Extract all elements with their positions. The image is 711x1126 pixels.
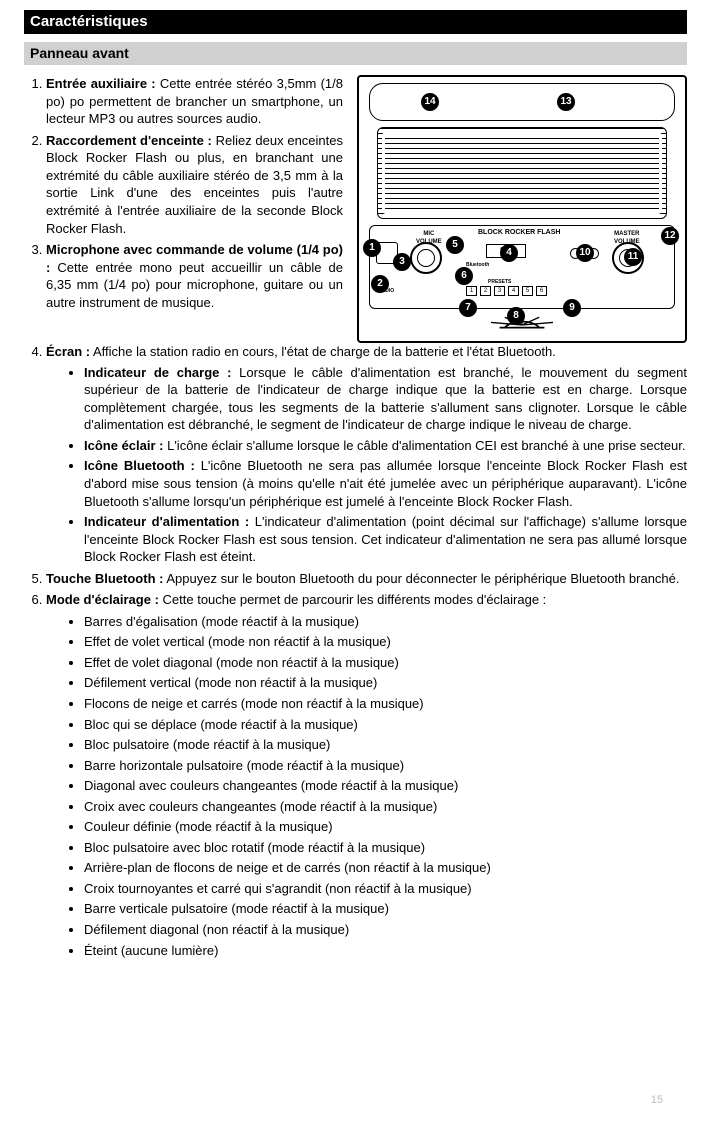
lighting-mode-item: Effet de volet diagonal (mode non réacti… [84, 654, 687, 672]
lighting-mode-item: Bloc qui se déplace (mode réactif à la m… [84, 716, 687, 734]
badge-7: 7 [459, 299, 477, 317]
lighting-mode-item: Diagonal avec couleurs changeantes (mode… [84, 777, 687, 795]
subsection-title: Panneau avant [24, 42, 687, 65]
feature-item: Microphone avec commande de volume (1/4 … [46, 241, 343, 311]
light-icon [479, 311, 565, 339]
page-number: 15 [651, 1093, 663, 1108]
badge-5: 5 [446, 236, 464, 254]
feature-item: Raccordement d'enceinte : Reliez deux en… [46, 132, 343, 237]
preset-label: PRESETS [488, 279, 511, 286]
feature-subitem: Indicateur d'alimentation : L'indicateur… [84, 513, 687, 566]
feature-subitem: Indicateur de charge : Lorsque le câble … [84, 364, 687, 434]
lighting-mode-item: Croix avec couleurs changeantes (mode ré… [84, 798, 687, 816]
badge-12: 12 [661, 227, 679, 245]
lighting-mode-item: Défilement diagonal (non réactif à la mu… [84, 921, 687, 939]
badge-4: 4 [500, 244, 518, 262]
section-title: Caractéristiques [24, 10, 687, 34]
lighting-mode-item: Couleur définie (mode réactif à la musiq… [84, 818, 687, 836]
knob2-label: MASTER VOLUME [614, 230, 640, 246]
lighting-mode-item: Éteint (aucune lumière) [84, 942, 687, 960]
knob1-label: MIC VOLUME [416, 230, 442, 246]
mic-volume-knob [410, 242, 442, 274]
product-label: BLOCK ROCKER FLASH [478, 228, 560, 237]
feature-item: Écran : Affiche la station radio en cour… [46, 343, 687, 566]
lighting-mode-item: Barre verticale pulsatoire (mode réactif… [84, 900, 687, 918]
feature-item: Mode d'éclairage : Cette touche permet d… [46, 591, 687, 959]
feature-subitem: Icône Bluetooth : L'icône Bluetooth ne s… [84, 457, 687, 510]
lighting-mode-item: Flocons de neige et carrés (mode non réa… [84, 695, 687, 713]
lighting-mode-item: Défilement vertical (mode non réactif à … [84, 674, 687, 692]
lighting-mode-item: Effet de volet vertical (mode non réacti… [84, 633, 687, 651]
lighting-mode-item: Croix tournoyantes et carré qui s'agrand… [84, 880, 687, 898]
feature-item: Touche Bluetooth : Appuyez sur le bouton… [46, 570, 687, 588]
lighting-mode-item: Arrière-plan de flocons de neige et de c… [84, 859, 687, 877]
lighting-mode-item: Barre horizontale pulsatoire (mode réact… [84, 757, 687, 775]
badge-10: 10 [576, 244, 594, 262]
lighting-mode-item: Barres d'égalisation (mode réactif à la … [84, 613, 687, 631]
badge-9: 9 [563, 299, 581, 317]
feature-item: Entrée auxiliaire : Cette entrée stéréo … [46, 75, 343, 128]
lighting-mode-item: Bloc pulsatoire avec bloc rotatif (mode … [84, 839, 687, 857]
lighting-mode-item: Bloc pulsatoire (mode réactif à la musiq… [84, 736, 687, 754]
feature-subitem: Icône éclair : L'icône éclair s'allume l… [84, 437, 687, 455]
product-diagram: 14 13 BLOCK ROCKER FLASH MIC VOLUME 5 08… [357, 75, 687, 343]
